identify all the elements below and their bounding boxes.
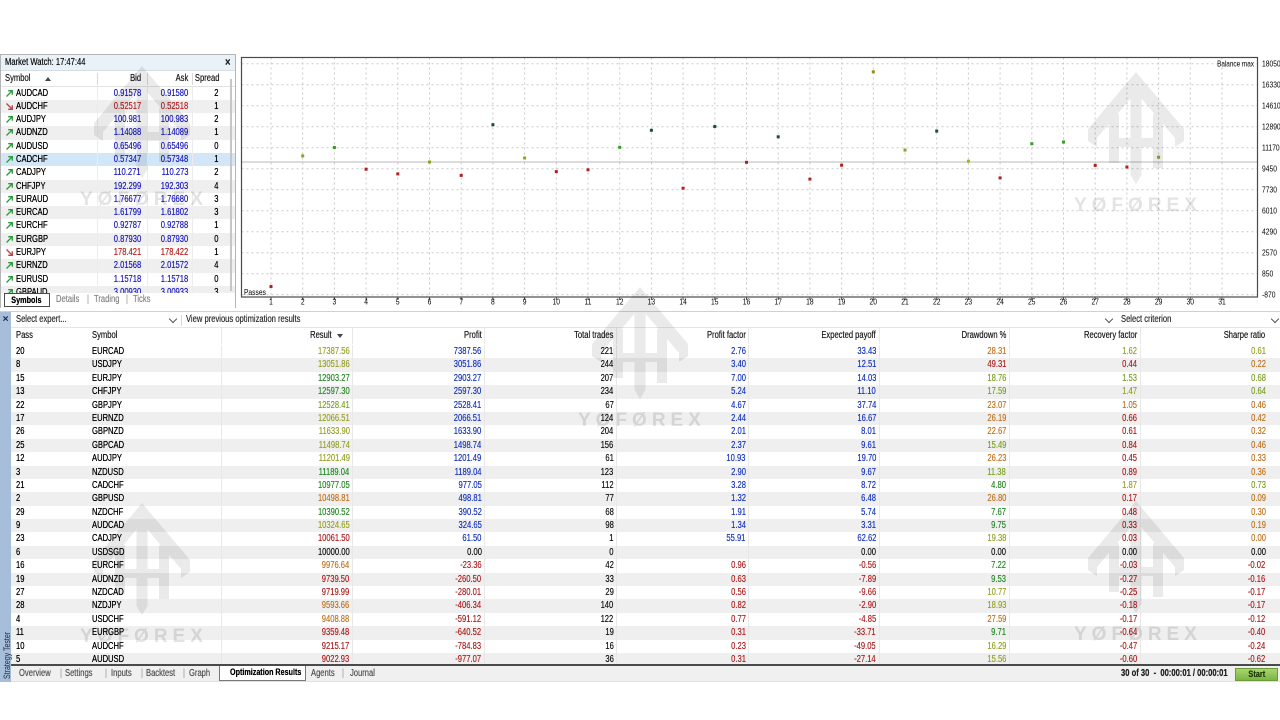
svg-text:13: 13 <box>648 297 655 307</box>
svg-text:1: 1 <box>269 297 273 307</box>
svg-text:26: 26 <box>1060 297 1067 307</box>
svg-text:6010: 6010 <box>1262 206 1277 216</box>
svg-text:18: 18 <box>806 297 813 307</box>
svg-text:14610: 14610 <box>1262 101 1280 111</box>
svg-text:10: 10 <box>553 297 560 307</box>
svg-text:-870: -870 <box>1262 290 1275 300</box>
svg-text:25: 25 <box>1028 297 1035 307</box>
svg-text:7: 7 <box>459 297 463 307</box>
svg-text:17: 17 <box>774 297 781 307</box>
svg-text:14: 14 <box>679 297 687 307</box>
svg-text:20: 20 <box>870 297 877 307</box>
svg-text:2570: 2570 <box>1262 248 1277 258</box>
svg-text:21: 21 <box>901 297 908 307</box>
svg-text:19: 19 <box>838 297 845 307</box>
svg-text:22: 22 <box>933 297 940 307</box>
svg-text:12890: 12890 <box>1262 122 1280 132</box>
svg-text:30: 30 <box>1187 297 1194 307</box>
svg-text:12: 12 <box>616 297 623 307</box>
svg-text:11170: 11170 <box>1262 143 1280 153</box>
svg-text:18050: 18050 <box>1262 59 1280 69</box>
svg-text:Balance max: Balance max <box>1217 59 1254 69</box>
svg-text:850: 850 <box>1262 269 1273 279</box>
svg-text:29: 29 <box>1155 297 1162 307</box>
svg-text:15: 15 <box>711 297 718 307</box>
svg-text:7730: 7730 <box>1262 185 1277 195</box>
svg-text:27: 27 <box>1091 297 1098 307</box>
svg-text:8: 8 <box>491 297 495 307</box>
svg-text:3: 3 <box>333 297 337 307</box>
svg-text:28: 28 <box>1123 297 1130 307</box>
svg-text:4290: 4290 <box>1262 227 1277 237</box>
svg-text:4: 4 <box>364 297 368 307</box>
svg-text:Passes: Passes <box>244 287 266 297</box>
svg-text:16330: 16330 <box>1262 80 1280 90</box>
svg-text:16: 16 <box>743 297 750 307</box>
svg-text:24: 24 <box>996 297 1004 307</box>
svg-text:11: 11 <box>585 297 592 307</box>
svg-text:9: 9 <box>523 297 527 307</box>
svg-text:23: 23 <box>965 297 972 307</box>
svg-text:2: 2 <box>301 297 305 307</box>
svg-text:31: 31 <box>1218 297 1225 307</box>
svg-text:6: 6 <box>428 297 432 307</box>
svg-text:9450: 9450 <box>1262 164 1277 174</box>
svg-text:5: 5 <box>396 297 400 307</box>
